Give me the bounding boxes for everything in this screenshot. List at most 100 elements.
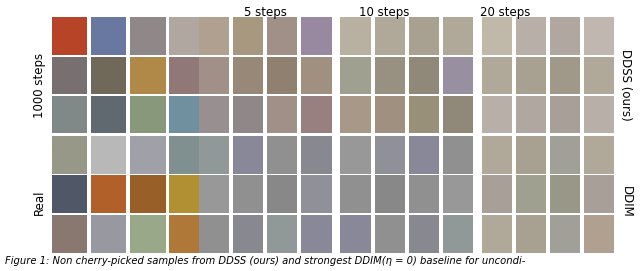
Bar [409, 175, 439, 213]
Bar [52, 57, 87, 95]
Bar [482, 136, 512, 173]
Text: DDIM: DDIM [620, 186, 632, 218]
Bar [170, 175, 205, 213]
Bar [340, 96, 371, 134]
Bar [268, 96, 298, 134]
Bar [333, 16, 339, 253]
Bar [482, 175, 512, 213]
Bar [443, 175, 473, 213]
Bar [268, 57, 298, 95]
Bar [584, 136, 614, 173]
Bar [550, 57, 580, 95]
Bar [170, 136, 205, 173]
Bar [131, 17, 166, 55]
Bar [91, 215, 127, 253]
Bar [301, 17, 332, 55]
Bar [482, 215, 512, 253]
Bar [340, 136, 371, 173]
Text: 20 steps: 20 steps [481, 6, 531, 19]
Bar [91, 96, 127, 134]
Bar [268, 175, 298, 213]
Bar [197, 134, 616, 136]
Bar [91, 17, 127, 55]
Bar [443, 96, 473, 134]
Text: 10 steps: 10 steps [359, 6, 409, 19]
Bar [52, 17, 87, 55]
Bar [550, 17, 580, 55]
Bar [516, 17, 547, 55]
Bar [409, 136, 439, 173]
Bar [52, 215, 87, 253]
Bar [301, 136, 332, 173]
Bar [301, 96, 332, 134]
Text: DDSS (ours): DDSS (ours) [620, 50, 632, 121]
Bar [550, 175, 580, 213]
Bar [131, 215, 166, 253]
Bar [584, 215, 614, 253]
Bar [50, 134, 207, 136]
Bar [516, 136, 547, 173]
Bar [170, 215, 205, 253]
Bar [233, 175, 264, 213]
Bar [374, 136, 405, 173]
Bar [301, 175, 332, 213]
Bar [550, 136, 580, 173]
Bar [550, 215, 580, 253]
Bar [443, 136, 473, 173]
Bar [443, 57, 473, 95]
Bar [374, 96, 405, 134]
Bar [199, 17, 229, 55]
Text: Real: Real [33, 189, 46, 215]
Text: 1000 steps: 1000 steps [33, 53, 46, 118]
Bar [409, 57, 439, 95]
Bar [374, 175, 405, 213]
Bar [52, 136, 87, 173]
Bar [170, 17, 205, 55]
Bar [482, 17, 512, 55]
Bar [482, 57, 512, 95]
Bar [131, 136, 166, 173]
Bar [199, 175, 229, 213]
Bar [233, 215, 264, 253]
Bar [374, 57, 405, 95]
Bar [340, 215, 371, 253]
Bar [340, 57, 371, 95]
Bar [52, 175, 87, 213]
Bar [233, 57, 264, 95]
Bar [199, 215, 229, 253]
Bar [131, 96, 166, 134]
Bar [301, 57, 332, 95]
Bar [91, 136, 127, 173]
Text: 5 steps: 5 steps [244, 6, 287, 19]
Bar [268, 17, 298, 55]
Bar [52, 96, 87, 134]
Bar [584, 17, 614, 55]
Bar [409, 215, 439, 253]
Bar [268, 215, 298, 253]
Bar [199, 96, 229, 134]
Bar [443, 17, 473, 55]
Bar [340, 175, 371, 213]
Bar [550, 96, 580, 134]
Bar [199, 57, 229, 95]
Bar [233, 96, 264, 134]
Bar [475, 16, 480, 253]
Bar [170, 96, 205, 134]
Bar [443, 215, 473, 253]
Bar [516, 215, 547, 253]
Bar [340, 17, 371, 55]
Bar [301, 215, 332, 253]
Bar [91, 57, 127, 95]
Bar [482, 96, 512, 134]
Bar [374, 215, 405, 253]
Bar [170, 57, 205, 95]
Bar [409, 17, 439, 55]
Bar [233, 136, 264, 173]
Bar [516, 57, 547, 95]
Bar [268, 136, 298, 173]
Bar [516, 175, 547, 213]
Bar [374, 17, 405, 55]
Bar [233, 17, 264, 55]
Bar [131, 57, 166, 95]
Bar [199, 136, 229, 173]
